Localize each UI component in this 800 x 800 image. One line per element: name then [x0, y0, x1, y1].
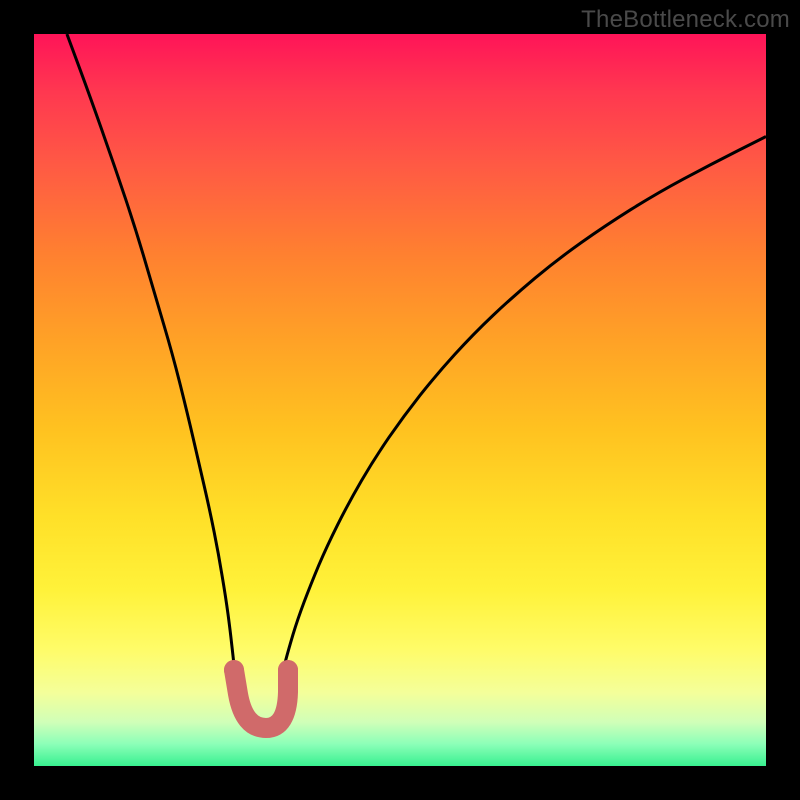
right-curve	[283, 137, 766, 671]
optimal-bowl	[234, 670, 288, 728]
canvas: TheBottleneck.com	[0, 0, 800, 800]
left-curve	[67, 34, 235, 671]
watermark-text: TheBottleneck.com	[581, 6, 790, 34]
bowl-dot-left	[224, 660, 244, 680]
plot-svg	[34, 34, 766, 766]
bowl-dot-right	[278, 660, 298, 680]
plot-area	[34, 34, 766, 766]
